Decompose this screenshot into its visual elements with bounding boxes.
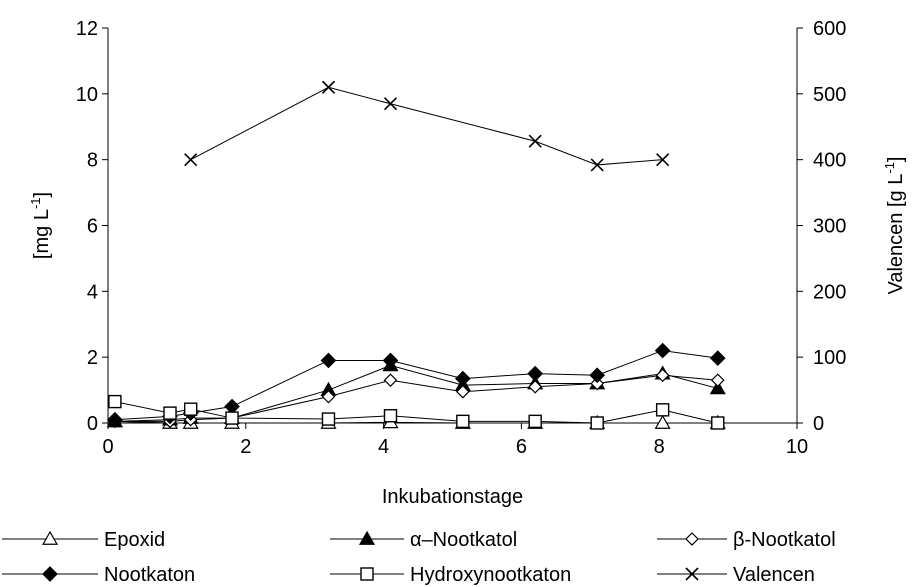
series-5-point <box>656 153 670 167</box>
y-axis-left-title: [mg L-1] <box>28 192 53 259</box>
series-layer <box>106 80 726 430</box>
legend-item-3: Nootkaton <box>2 564 195 586</box>
legend: Epoxid α–Nootkatol β-Nootkatol Nootkaton Hyd… <box>2 529 836 586</box>
series-line-0 <box>114 420 718 424</box>
legend-marker <box>360 567 374 581</box>
legend-label: β-Nootkatol <box>733 529 836 551</box>
y-left-tick-label: 8 <box>87 150 98 172</box>
series-4-point <box>383 409 398 423</box>
series-4-point <box>711 416 725 430</box>
series-3 <box>107 342 726 428</box>
series-3-point <box>527 365 544 382</box>
series-5-point <box>528 134 542 148</box>
series-4-point <box>321 412 336 426</box>
y-right-tick-label: 300 <box>813 216 846 238</box>
x-tick-label: 6 <box>516 436 527 458</box>
x-axis-title: Inkubationstage <box>382 486 523 508</box>
series-line-4 <box>114 401 718 424</box>
series-4-point <box>655 403 670 417</box>
series-2-point <box>655 368 670 383</box>
series-2-point <box>528 379 543 394</box>
x-tick-label: 10 <box>786 436 808 458</box>
series-line-3 <box>114 350 718 421</box>
legend-label: Nootkaton <box>104 564 195 586</box>
y-left-tick-label: 6 <box>87 216 98 238</box>
x-tick-label: 8 <box>654 436 665 458</box>
series-2-point <box>455 384 470 399</box>
legend-label: Hydroxynootkaton <box>410 564 571 586</box>
legend-item-2: β-Nootkatol <box>657 529 836 551</box>
series-2-point <box>710 373 725 388</box>
y-right-tick-label: 600 <box>813 18 846 40</box>
legend-item-4: Hydroxynootkaton <box>330 564 571 586</box>
series-5-point <box>321 80 336 94</box>
series-3-point <box>107 411 123 428</box>
legend-marker <box>685 532 699 546</box>
x-tick-label: 2 <box>240 436 251 458</box>
y-right-tick-label: 500 <box>813 84 846 106</box>
series-4-point <box>456 414 470 429</box>
y-axis-right-title-sup: -1 <box>882 162 897 174</box>
series-3-point <box>589 367 606 384</box>
series-4-point <box>225 411 239 425</box>
y-left-tick-label: 4 <box>87 281 98 303</box>
y-right-tick-label: 0 <box>813 413 824 435</box>
series-3-point <box>709 350 726 367</box>
series-2-point <box>321 389 336 404</box>
series-3-point <box>654 342 671 359</box>
legend-marker <box>42 566 58 582</box>
legend-item-1: α–Nootkatol <box>330 529 517 551</box>
series-5-point <box>383 97 398 111</box>
y-axis-right-title: Valencen [g L-1] <box>882 157 907 295</box>
legend-marker <box>41 530 59 545</box>
y-left-tick-label: 0 <box>87 413 98 435</box>
y-axis-left-title-sup: -1 <box>28 197 43 209</box>
series-5-point <box>590 158 604 172</box>
series-5 <box>184 80 670 172</box>
legend-item-5: Valencen <box>657 564 815 586</box>
series-4 <box>108 394 725 430</box>
legend-marker <box>358 530 376 545</box>
series-line-2 <box>114 374 718 422</box>
series-4-point <box>590 416 604 430</box>
series-1-point <box>709 380 726 395</box>
series-0-point <box>654 414 671 429</box>
legend-marker <box>685 567 699 581</box>
series-4-point <box>108 394 122 409</box>
series-3-point <box>320 352 337 369</box>
y-axis-right-title-main: Valencen [g L <box>885 174 907 295</box>
y-left-tick-label: 2 <box>87 347 98 369</box>
series-3-point <box>382 352 399 369</box>
series-2-point <box>383 373 398 388</box>
y-axis-right-title-end: ] <box>885 157 907 163</box>
series-5-point <box>184 153 198 167</box>
y-left-tick-label: 10 <box>76 84 98 106</box>
legend-item-0: Epoxid <box>2 529 165 551</box>
x-tick-label: 4 <box>378 436 389 458</box>
x-tick-label: 0 <box>102 436 113 458</box>
y-right-tick-label: 400 <box>813 150 846 172</box>
legend-label: Epoxid <box>104 529 165 551</box>
series-line-5 <box>190 86 663 166</box>
series-line-1 <box>114 364 718 422</box>
series-4-point <box>183 402 198 416</box>
series-2-point <box>590 376 605 391</box>
y-axis-left-title-end: ] <box>31 192 53 198</box>
series-3-point <box>454 370 471 387</box>
axes: 0 2 4 6 8 10 12 0 100 200 300 400 500 600 0 2 4 6 8 10 Inkub… <box>28 18 907 508</box>
y-axis-left-title-main: [mg L <box>31 209 53 259</box>
series-4-point <box>163 406 177 420</box>
y-right-tick-label: 100 <box>813 347 846 369</box>
legend-label: α–Nootkatol <box>410 529 517 551</box>
legend-label: Valencen <box>733 564 815 586</box>
y-left-tick-label: 12 <box>76 18 98 40</box>
y-right-tick-label: 200 <box>813 281 846 303</box>
series-4-point <box>528 414 542 429</box>
